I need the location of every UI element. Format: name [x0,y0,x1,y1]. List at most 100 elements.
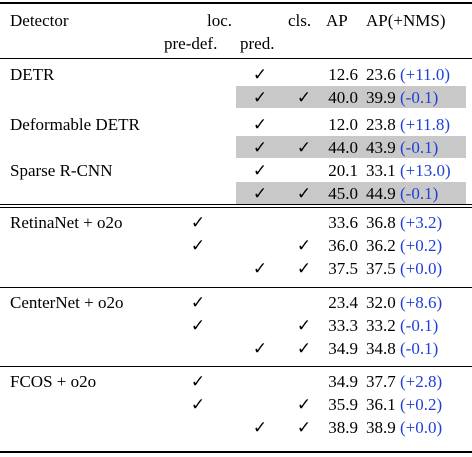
highlight-band [236,182,466,204]
header-loc: loc. [207,11,233,30]
ap-nms-delta: (-0.1) [400,316,439,335]
ap-nms-number: 39.9 [366,88,396,107]
ap-nms-value: 36.2 (+0.2) [366,236,442,256]
ap-value: 40.0 [328,88,358,107]
check-cls-icon: ✓ [296,184,312,203]
detector-name: RetinaNet + o2o [10,213,123,232]
ap-value: 44.0 [328,138,358,157]
ap-value: 45.0 [328,184,358,203]
detector-name: Sparse R-CNN [10,161,113,180]
ap-nms-value: 38.9 (+0.0) [366,418,442,438]
ap-nms-delta: (+0.2) [400,395,443,414]
group-rule [0,204,472,205]
ap-nms-number: 33.2 [366,316,396,335]
ap-nms-delta: (+11.0) [400,65,451,84]
ap-nms-value: 43.9 (-0.1) [366,138,438,158]
ap-nms-value: 37.5 (+0.0) [366,259,442,279]
check-pre-def-icon: ✓ [190,236,206,255]
ap-nms-value: 34.8 (-0.1) [366,339,438,359]
ap-nms-delta: (+11.8) [400,115,451,134]
ap-nms-value: 39.9 (-0.1) [366,88,438,108]
header-rule [0,58,472,59]
ap-nms-value: 23.8 (+11.8) [366,115,450,135]
ap-nms-number: 23.8 [366,115,396,134]
group-rule [0,207,472,208]
ap-nms-delta: (-0.1) [400,138,439,157]
ap-nms-number: 36.2 [366,236,396,255]
detector-name: Deformable DETR [10,115,140,134]
check-pre-def-icon: ✓ [190,372,206,391]
check-pred-icon: ✓ [252,65,268,84]
ap-nms-number: 36.8 [366,213,396,232]
ap-nms-delta: (-0.1) [400,184,439,203]
ap-nms-number: 32.0 [366,293,396,312]
check-pred-icon: ✓ [252,418,268,437]
ap-value: 33.6 [328,213,358,232]
check-pred-icon: ✓ [252,184,268,203]
header-pre-def: pre-def. [164,34,218,53]
ap-value: 23.4 [328,293,358,312]
ap-nms-value: 36.8 (+3.2) [366,213,442,233]
check-cls-icon: ✓ [296,339,312,358]
check-pred-icon: ✓ [252,115,268,134]
ap-nms-value: 32.0 (+8.6) [366,293,442,313]
ap-value: 20.1 [328,161,358,180]
detector-name: DETR [10,65,55,84]
ap-nms-number: 37.5 [366,259,396,278]
ap-value: 12.0 [328,115,358,134]
ap-nms-delta: (+2.8) [400,372,443,391]
detector-name: CenterNet + o2o [10,293,124,312]
ap-nms-delta: (-0.1) [400,339,439,358]
header-detector: Detector [10,11,69,30]
ap-value: 35.9 [328,395,358,414]
ap-nms-number: 44.9 [366,184,396,203]
ap-nms-number: 23.6 [366,65,396,84]
ap-nms-value: 37.7 (+2.8) [366,372,442,392]
top-rule [0,2,472,4]
check-cls-icon: ✓ [296,418,312,437]
group-rule [0,287,472,288]
check-pred-icon: ✓ [252,161,268,180]
ap-nms-number: 36.1 [366,395,396,414]
check-cls-icon: ✓ [296,236,312,255]
check-cls-icon: ✓ [296,395,312,414]
check-pre-def-icon: ✓ [190,395,206,414]
ap-nms-number: 38.9 [366,418,396,437]
header-ap: AP [326,11,348,30]
ap-nms-value: 33.2 (-0.1) [366,316,438,336]
ap-value: 37.5 [328,259,358,278]
check-pred-icon: ✓ [252,259,268,278]
header-cls: cls. [288,11,312,30]
check-pre-def-icon: ✓ [190,293,206,312]
ap-value: 34.9 [328,339,358,358]
check-cls-icon: ✓ [296,88,312,107]
ap-nms-value: 33.1 (+13.0) [366,161,451,181]
check-pred-icon: ✓ [252,138,268,157]
ap-nms-value: 44.9 (-0.1) [366,184,438,204]
ap-nms-delta: (+8.6) [400,293,443,312]
ap-nms-delta: (+0.0) [400,418,443,437]
ap-nms-number: 37.7 [366,372,396,391]
header-ap-nms: AP(+NMS) [366,11,446,30]
check-cls-icon: ✓ [296,138,312,157]
ap-nms-delta: (+0.0) [400,259,443,278]
ap-nms-number: 33.1 [366,161,396,180]
ap-nms-number: 34.8 [366,339,396,358]
ap-nms-delta: (+13.0) [400,161,451,180]
ap-value: 38.9 [328,418,358,437]
check-cls-icon: ✓ [296,259,312,278]
check-pred-icon: ✓ [252,88,268,107]
highlight-band [236,136,466,158]
highlight-band [236,86,466,108]
ap-value: 36.0 [328,236,358,255]
bottom-rule [0,451,472,453]
group-rule [0,366,472,367]
ap-nms-delta: (+0.2) [400,236,443,255]
ap-value: 33.3 [328,316,358,335]
ap-nms-number: 43.9 [366,138,396,157]
check-pre-def-icon: ✓ [190,213,206,232]
check-cls-icon: ✓ [296,316,312,335]
ap-nms-delta: (+3.2) [400,213,443,232]
header-pred: pred. [240,34,275,53]
